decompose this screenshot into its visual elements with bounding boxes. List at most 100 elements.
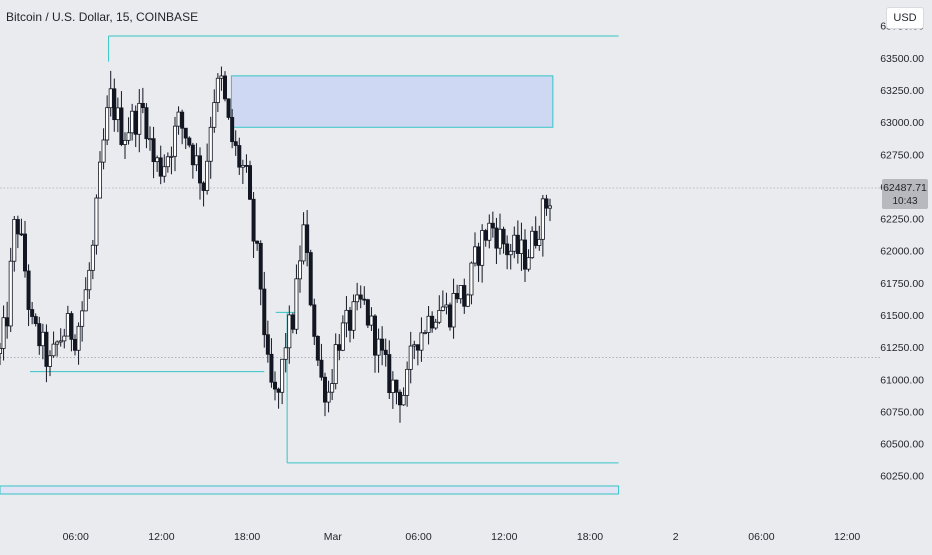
candle-body	[133, 110, 138, 135]
candle-body	[272, 381, 277, 390]
candle-body	[140, 102, 145, 109]
candle-body	[126, 132, 131, 141]
candle-body	[308, 252, 313, 306]
x-tick-label: 06:00	[748, 531, 774, 543]
y-tick-label: 62250.00	[880, 214, 924, 226]
candle-body	[12, 219, 17, 262]
candle-body	[294, 278, 299, 330]
candle-body	[512, 234, 517, 252]
candle-body	[226, 98, 231, 118]
candle-body	[301, 224, 306, 262]
candle-body	[394, 379, 399, 393]
symbol-title: Bitcoin / U.S. Dollar, 15, COINBASE	[6, 10, 199, 24]
candle-body	[33, 316, 38, 324]
candle-body	[380, 338, 385, 351]
candle-body	[383, 349, 388, 355]
candle-body	[455, 293, 460, 300]
candle-body	[90, 244, 95, 271]
candle-body	[165, 156, 170, 168]
candle-body	[297, 260, 302, 280]
y-tick-label: 62000.00	[880, 246, 924, 258]
candle-body	[158, 157, 163, 177]
candle-body	[355, 294, 360, 303]
candle-body	[447, 304, 452, 328]
candle-body	[412, 344, 417, 347]
candle-body	[101, 139, 106, 163]
candle-body	[437, 310, 442, 323]
candle-body	[347, 309, 352, 331]
candle-body	[169, 155, 174, 158]
x-tick-label: 18:00	[577, 531, 603, 543]
candle-body	[22, 233, 27, 272]
candle-body	[83, 289, 88, 312]
candle-body	[40, 331, 45, 347]
candle-body	[190, 144, 195, 166]
x-tick-label: 12:00	[148, 531, 174, 543]
candle-body	[280, 358, 285, 393]
y-tick-label: 61250.00	[880, 342, 924, 354]
candle-body	[333, 344, 338, 384]
candle-body	[205, 160, 210, 191]
candle-body	[62, 335, 67, 342]
y-tick-label: 60250.00	[880, 471, 924, 483]
candle-body	[98, 161, 103, 199]
candle-body	[519, 239, 524, 254]
candle-body	[233, 141, 238, 146]
candle-body	[426, 315, 431, 333]
candle-body	[212, 102, 217, 128]
candle-body	[312, 304, 317, 337]
candle-body	[319, 359, 324, 378]
candle-body	[458, 285, 463, 300]
current-price-label: 62487.71	[883, 182, 927, 194]
candle-body	[283, 347, 288, 360]
y-tick-label: 61500.00	[880, 310, 924, 322]
candle-body	[269, 353, 274, 383]
candle-body	[419, 332, 424, 351]
candle-body	[422, 332, 427, 334]
y-tick-label: 63500.00	[880, 53, 924, 65]
candle-body	[108, 88, 113, 109]
y-tick-label: 61750.00	[880, 278, 924, 290]
candle-body	[390, 379, 395, 394]
x-tick-label: Mar	[324, 531, 343, 543]
candle-body	[476, 246, 481, 266]
candle-body	[497, 228, 502, 249]
candle-body	[55, 341, 60, 345]
x-tick-label: 06:00	[63, 531, 89, 543]
candle-body	[180, 111, 185, 129]
candle-body	[194, 155, 199, 166]
currency-button[interactable]: USD	[886, 7, 924, 29]
candle-body	[480, 230, 485, 266]
candle-body	[65, 313, 70, 337]
candle-body	[172, 125, 177, 157]
y-tick-label: 60750.00	[880, 406, 924, 418]
candle-body	[440, 306, 445, 311]
candle-body	[8, 260, 13, 327]
candle-body	[262, 288, 267, 336]
candle-body	[340, 322, 345, 351]
candle-body	[369, 315, 374, 326]
candle-body	[244, 165, 249, 167]
candle-body	[408, 345, 413, 370]
candle-body	[44, 331, 49, 367]
candle-body	[322, 376, 327, 403]
candle-body	[337, 344, 342, 351]
candle-body	[287, 314, 292, 349]
candle-body	[115, 107, 120, 121]
candle-body	[330, 383, 335, 393]
candle-body	[508, 250, 513, 256]
candle-body	[176, 111, 181, 127]
countdown-label: 10:43	[892, 196, 917, 207]
candle-body	[401, 394, 406, 406]
candle-body	[526, 257, 531, 270]
candle-body	[415, 344, 420, 351]
candle-body	[5, 317, 10, 327]
candle-body	[240, 165, 245, 168]
y-tick-label: 63250.00	[880, 85, 924, 97]
candle-body	[530, 230, 535, 259]
candle-body	[119, 107, 124, 145]
candle-body	[247, 165, 252, 200]
candle-body	[48, 355, 53, 367]
